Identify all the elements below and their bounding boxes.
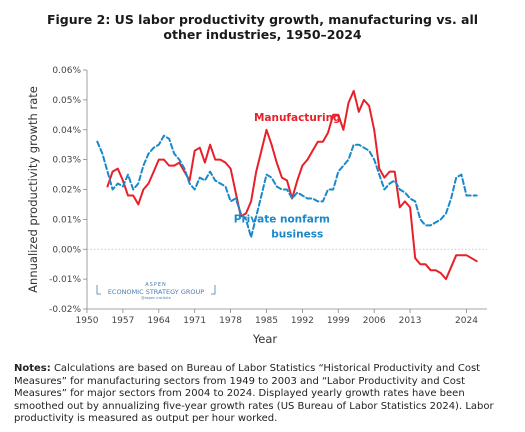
aspen-logo: ASPEN ECONOMIC STRATEGY GROUP @aspen ins… (96, 282, 216, 300)
x-tick-label: 1950 (76, 316, 99, 326)
x-tick-label: 2013 (399, 316, 422, 326)
y-tick-label: 0.05% (52, 96, 81, 106)
y-tick-label: -0.01% (49, 275, 81, 285)
y-tick-label: 0.04% (52, 126, 81, 136)
y-axis-label: Annualized productivity growth rate (26, 86, 40, 293)
y-tick-label: 0.06% (52, 66, 81, 76)
chart-axes: -0.02% -0.01% 0.00% 0.01% 0.02% 0.03% 0.04% 0.0… (26, 66, 487, 346)
x-tick-label: 1964 (147, 316, 170, 326)
x-axis-label: Year (252, 332, 278, 346)
x-tick-label: 1999 (327, 316, 350, 326)
y-tick-label: 0.01% (52, 215, 81, 225)
chart-title: Figure 2: US labor productivity growth, … (46, 12, 479, 42)
logo-sub: @aspen institute (141, 296, 171, 300)
y-tick-label: 0.00% (52, 245, 81, 255)
notes-text: Calculations are based on Bureau of Labo… (14, 363, 494, 424)
y-tick-label: 0.03% (52, 156, 81, 166)
x-tick-label: 1971 (183, 316, 206, 326)
line-chart: -0.02% -0.01% 0.00% 0.01% 0.02% 0.03% 0.04% 0.0… (26, 66, 487, 346)
chart-annotations: Manufacturing Private nonfarm business (234, 112, 341, 241)
logo-top: ASPEN (145, 282, 167, 288)
notes-label: Notes: (14, 363, 51, 374)
y-tick-label: -0.02% (49, 305, 81, 315)
notes-paragraph: Notes: Calculations are based on Bureau … (14, 363, 514, 426)
series-line-private-nonfarm-business (96, 134, 478, 239)
series-annotation: business (271, 228, 323, 240)
y-tick-label: 0.02% (52, 186, 81, 196)
x-tick-label: 1992 (291, 316, 314, 326)
x-tick-label: 1957 (111, 316, 134, 326)
x-tick-label: 2024 (455, 316, 478, 326)
chart-series (96, 89, 478, 281)
x-tick-label: 1978 (219, 316, 242, 326)
logo-main: ECONOMIC STRATEGY GROUP (108, 288, 204, 296)
series-annotation: Manufacturing (254, 112, 341, 124)
x-tick-label: 1985 (255, 316, 278, 326)
x-tick-label: 2006 (363, 316, 386, 326)
series-annotation: Private nonfarm (234, 213, 330, 225)
